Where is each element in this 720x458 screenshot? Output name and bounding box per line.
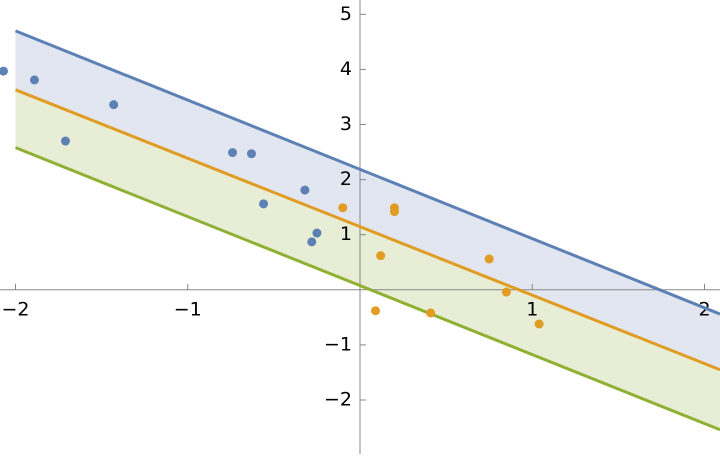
point: [501, 287, 511, 297]
line: [14, 29, 720, 316]
y-tick-label: 3: [340, 113, 352, 135]
x-tick-label: 1: [526, 298, 538, 320]
point: [312, 228, 322, 238]
y-tick-label: −1: [324, 333, 352, 355]
point: [246, 149, 256, 159]
point: [300, 185, 310, 195]
point: [29, 75, 39, 85]
line: [14, 146, 720, 432]
x-tick-label: −2: [1, 298, 29, 320]
line: [14, 88, 720, 372]
band-fill: [15, 89, 720, 430]
point: [60, 136, 70, 146]
point: [484, 254, 494, 264]
point: [389, 207, 399, 217]
point: [534, 319, 544, 329]
point: [376, 251, 386, 261]
point: [109, 100, 119, 110]
y-tick-label: 1: [340, 223, 352, 245]
x-tick-label: −1: [174, 298, 202, 320]
point: [0, 66, 8, 76]
point: [259, 199, 269, 209]
point: [307, 237, 317, 247]
point: [228, 148, 238, 158]
y-tick-label: −2: [324, 389, 352, 411]
y-tick-label: 4: [340, 58, 352, 80]
y-tick-label: 5: [340, 3, 352, 25]
point: [371, 306, 381, 316]
band-fill: [15, 30, 720, 370]
point: [426, 308, 436, 318]
point: [338, 203, 348, 213]
y-tick-label: 2: [340, 168, 352, 190]
